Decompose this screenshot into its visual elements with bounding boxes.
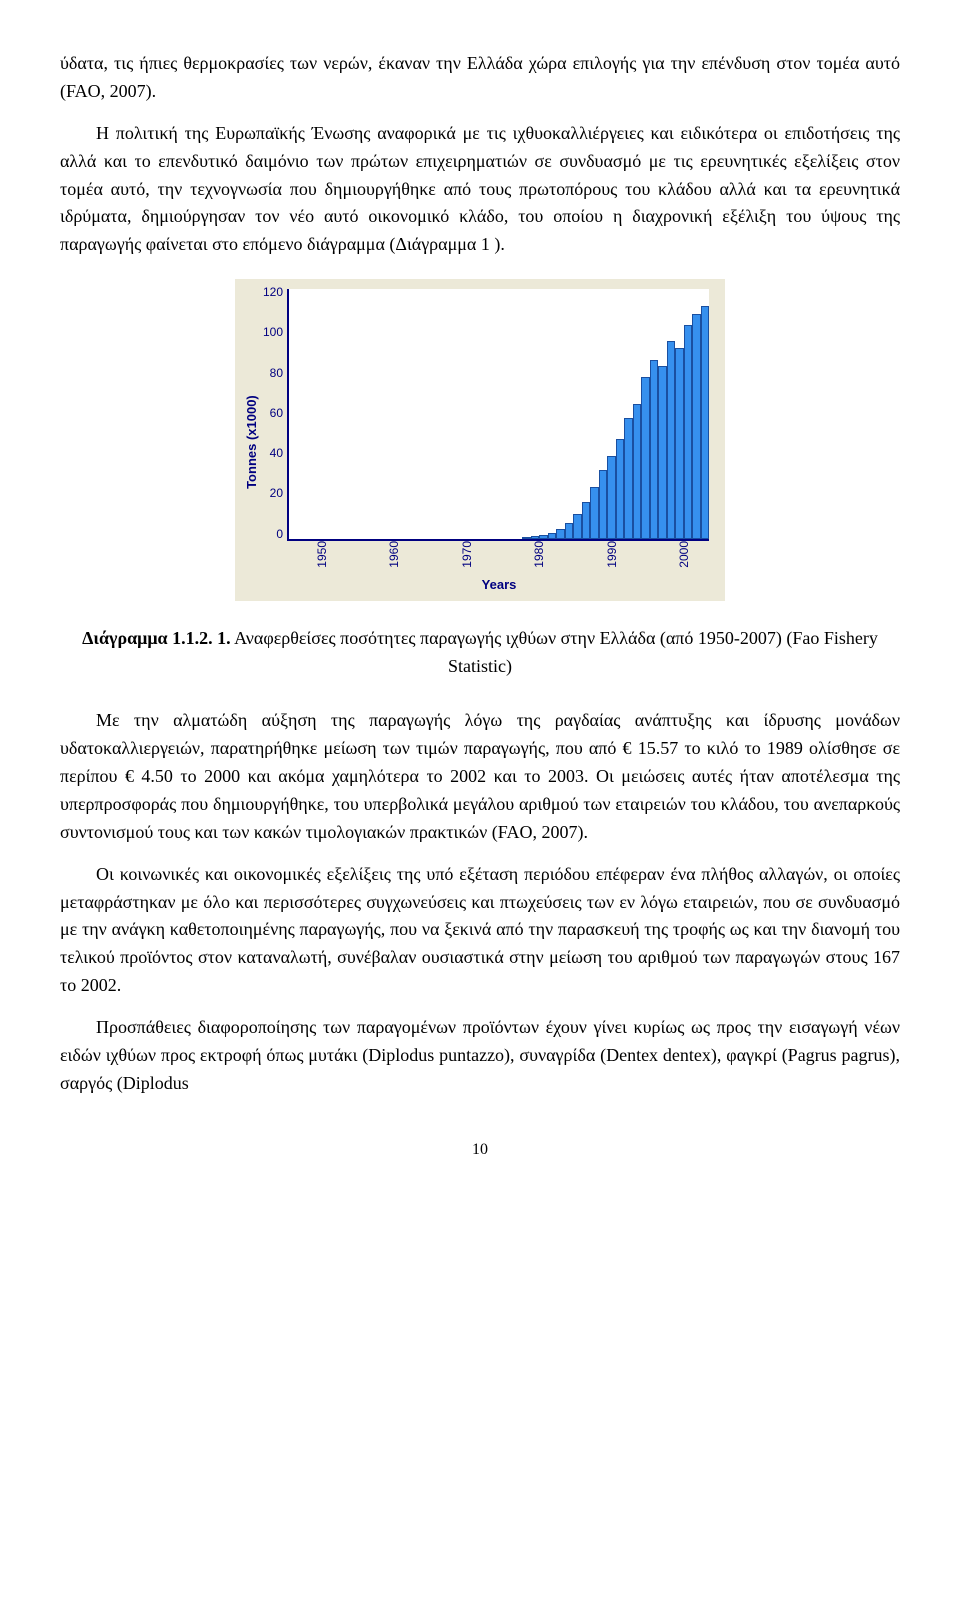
- chart-bar: [565, 523, 573, 540]
- chart-xtick: 1990: [603, 541, 622, 573]
- chart-bar: [582, 502, 590, 540]
- chart-bar: [701, 306, 709, 539]
- chart-xtick: 1980: [530, 541, 549, 573]
- caption-bold: Διάγραμμα 1.1.2. 1.: [82, 628, 230, 648]
- chart-caption: Διάγραμμα 1.1.2. 1. Αναφερθείσες ποσότητ…: [60, 625, 900, 681]
- chart-plot-area: [287, 289, 709, 541]
- chart-bar: [675, 348, 683, 540]
- chart-bar: [522, 537, 530, 539]
- chart-xtick: 1960: [385, 541, 404, 573]
- chart-bar: [616, 439, 624, 539]
- caption-text: Αναφερθείσες ποσότητες παραγωγής ιχθύων …: [231, 628, 878, 676]
- chart-xlabel: Years: [287, 575, 711, 595]
- chart-bar: [667, 341, 675, 539]
- page-number: 10: [60, 1138, 900, 1163]
- chart-xaxis: 1950 1960 1970 1980 1990 2000: [291, 541, 711, 573]
- chart-ytick: 40: [270, 444, 283, 463]
- paragraph-1: ύδατα, τις ήπιες θερμοκρασίες των νερών,…: [60, 50, 900, 106]
- chart-bar: [599, 470, 607, 539]
- paragraph-3: Με την αλματώδη αύξηση της παραγωγής λόγ…: [60, 707, 900, 846]
- chart-bar: [573, 514, 581, 539]
- chart-bar: [590, 487, 598, 539]
- chart-xtick: 2000: [675, 541, 694, 573]
- chart-bar: [556, 529, 564, 539]
- chart-yaxis: 120 100 80 60 40 20 0: [263, 283, 287, 543]
- chart-ytick: 0: [276, 525, 283, 544]
- chart-bar: [658, 366, 666, 539]
- chart-bar: [548, 533, 556, 539]
- chart-bar: [692, 314, 700, 539]
- chart-ytick: 20: [270, 484, 283, 503]
- chart-bar: [633, 404, 641, 539]
- chart-ytick: 60: [270, 404, 283, 423]
- paragraph-4: Οι κοινωνικές και οικονομικές εξελίξεις …: [60, 861, 900, 1000]
- chart-bar: [641, 377, 649, 540]
- chart-xtick: 1950: [313, 541, 332, 573]
- chart: Tonnes (x1000) 120100806040200 195019601…: [235, 279, 725, 601]
- chart-ytick: 120: [263, 283, 283, 302]
- chart-bar: [607, 456, 615, 539]
- chart-container: Tonnes (x1000) 120100806040200 195019601…: [60, 279, 900, 601]
- chart-ytick: 80: [270, 364, 283, 383]
- chart-ytick: 100: [263, 323, 283, 342]
- chart-bar: [684, 325, 692, 540]
- chart-ylabel: Tonnes (x1000): [241, 289, 263, 595]
- chart-bar: [531, 536, 539, 539]
- paragraph-2: Η πολιτική της Ευρωπαϊκής Ένωσης αναφορι…: [60, 120, 900, 259]
- chart-xtick: 1970: [458, 541, 477, 573]
- chart-bar: [539, 535, 547, 539]
- chart-bar: [624, 418, 632, 539]
- paragraph-5: Προσπάθειες διαφοροποίησης των παραγομέν…: [60, 1014, 900, 1098]
- chart-bar: [650, 360, 658, 539]
